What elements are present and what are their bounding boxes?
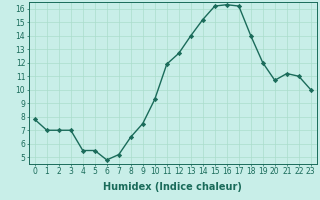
X-axis label: Humidex (Indice chaleur): Humidex (Indice chaleur) — [103, 182, 242, 192]
